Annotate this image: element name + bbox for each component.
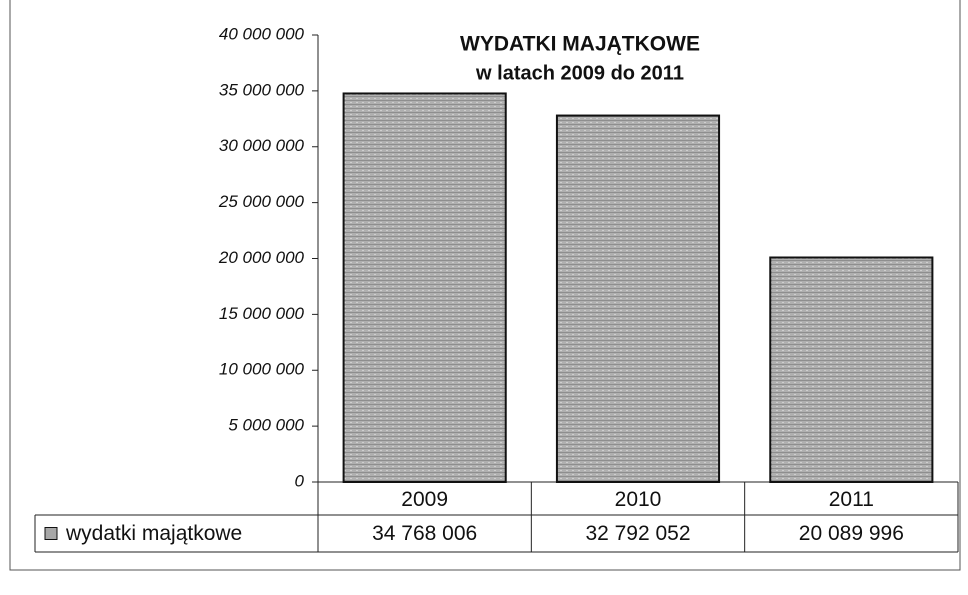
data-label: 32 792 052	[585, 522, 690, 545]
y-tick-label: 15 000 000	[219, 304, 305, 323]
chart-border	[9, 0, 961, 571]
y-tick-label: 30 000 000	[219, 136, 305, 155]
bar	[555, 114, 721, 483]
x-tick-label: 2011	[829, 488, 874, 511]
x-tick-label: 2009	[401, 488, 448, 511]
y-tick-label: 10 000 000	[219, 360, 305, 379]
bar	[769, 256, 934, 483]
data-label: 34 768 006	[372, 522, 477, 545]
chart-subtitle: w latach 2009 do 2011	[475, 62, 684, 84]
chart-title: WYDATKI MAJĄTKOWE	[460, 33, 700, 56]
x-tick-label: 2010	[615, 488, 662, 511]
y-tick-label: 5 000 000	[228, 416, 304, 435]
y-tick-label: 40 000 000	[219, 24, 305, 43]
y-tick-label: 20 000 000	[218, 248, 305, 267]
y-tick-label: 0	[295, 471, 305, 490]
legend-swatch	[44, 527, 58, 540]
y-tick-label: 25 000 000	[218, 192, 305, 211]
legend-label: wydatki majątkowe	[65, 522, 242, 545]
data-label: 20 089 996	[799, 522, 904, 545]
bar	[342, 92, 507, 483]
y-tick-label: 35 000 000	[219, 80, 305, 99]
